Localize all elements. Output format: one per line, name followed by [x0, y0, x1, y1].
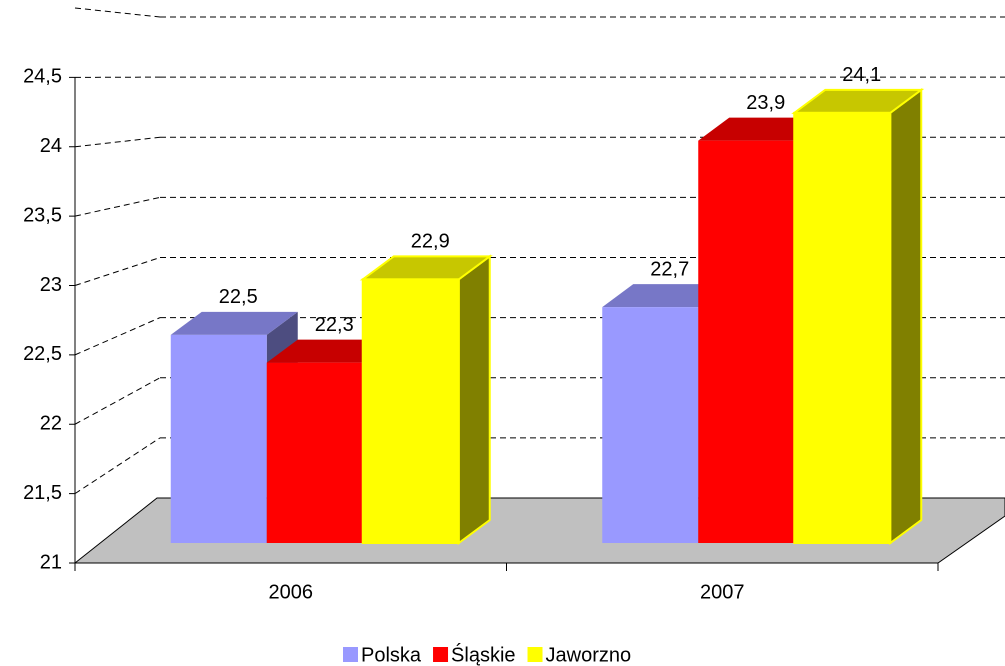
grid-line — [74, 257, 161, 286]
y-tick-label: 24 — [40, 135, 62, 157]
bar-front — [266, 362, 363, 543]
y-tick-label: 21,5 — [23, 482, 62, 504]
grid-line — [74, 377, 161, 425]
bar — [359, 254, 493, 545]
bar-top — [602, 284, 730, 308]
y-tick-label: 22,5 — [23, 343, 62, 365]
y-tick-label: 21 — [40, 551, 62, 573]
grid-line — [74, 317, 161, 356]
bar — [791, 87, 925, 545]
bar-front — [698, 140, 795, 543]
data-label: 22,7 — [650, 258, 689, 280]
legend-swatch — [343, 647, 358, 662]
bar-side — [889, 87, 923, 545]
bar-top — [170, 311, 298, 335]
data-label: 22,5 — [219, 286, 258, 308]
legend-label: Jaworzno — [546, 644, 632, 666]
bar-side — [457, 254, 491, 545]
data-label: 24,1 — [842, 64, 881, 86]
bar-front — [170, 334, 267, 543]
legend-label: Śląskie — [451, 642, 515, 666]
y-tick-label: 23 — [40, 274, 62, 296]
y-tick-label: 24,5 — [23, 66, 62, 88]
y-tick-label: 23,5 — [23, 204, 62, 226]
legend-swatch — [433, 647, 449, 662]
data-label: 23,9 — [746, 92, 785, 114]
legend-label: Polska — [361, 644, 422, 666]
grid-line — [74, 7, 161, 18]
grid-line — [74, 196, 161, 217]
y-tick-label: 22 — [40, 413, 62, 435]
x-tick-label: 2007 — [700, 581, 745, 603]
data-label: 22,3 — [315, 314, 354, 336]
bar-front — [602, 307, 699, 543]
legend-swatch — [527, 647, 543, 662]
data-label: 22,9 — [411, 231, 450, 253]
grid-line — [74, 437, 161, 495]
bar-front — [793, 111, 892, 544]
bar-front — [361, 278, 460, 544]
grid-line — [74, 136, 161, 148]
x-tick-label: 2006 — [269, 581, 314, 603]
